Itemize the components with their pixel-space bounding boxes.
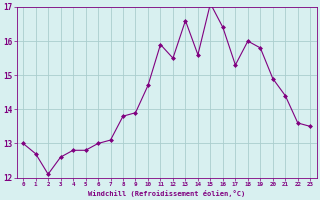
X-axis label: Windchill (Refroidissement éolien,°C): Windchill (Refroidissement éolien,°C)	[88, 190, 245, 197]
